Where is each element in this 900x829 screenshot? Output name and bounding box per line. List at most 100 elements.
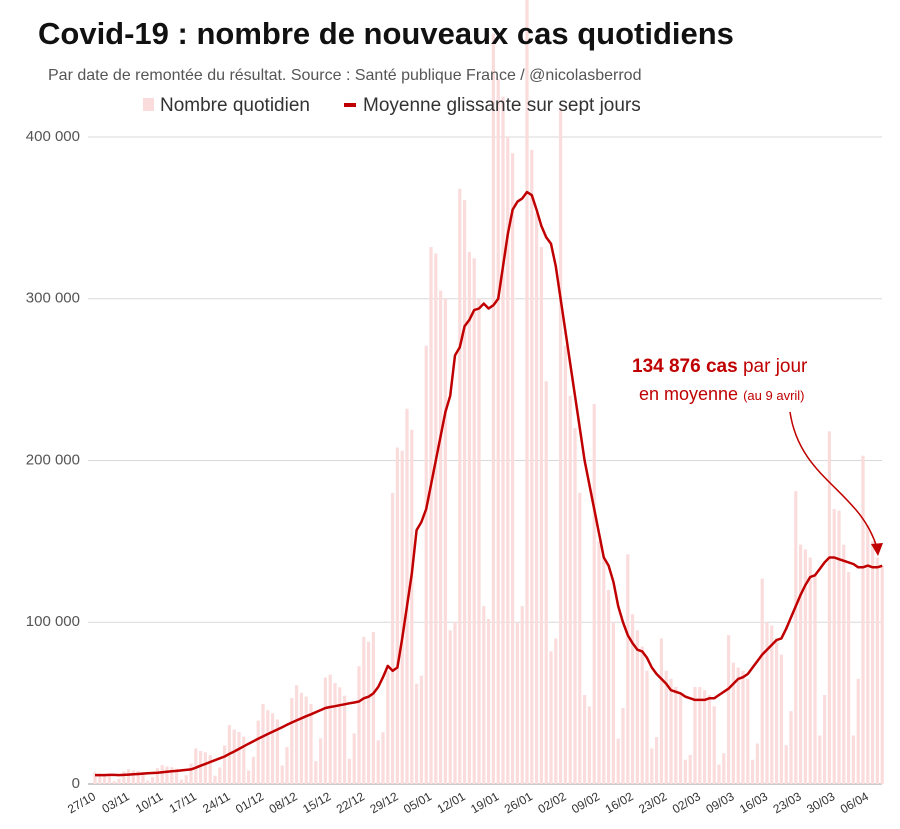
bar — [170, 767, 174, 784]
bar — [386, 670, 390, 784]
bar — [559, 107, 563, 784]
bar — [823, 695, 827, 784]
bar — [751, 759, 755, 784]
annotation-arrowhead — [871, 543, 883, 556]
bar — [794, 491, 798, 784]
bar — [506, 137, 510, 784]
bar — [314, 761, 318, 784]
chart-title: Covid-19 : nombre de nouveaux cas quotid… — [38, 16, 734, 51]
bar — [155, 768, 159, 784]
bar — [98, 773, 102, 784]
bar — [535, 213, 539, 784]
bar — [765, 622, 769, 784]
bar — [650, 748, 654, 784]
bar — [136, 770, 140, 784]
x-tick-label: 06/04 — [838, 789, 871, 816]
bar — [707, 695, 711, 784]
bar — [563, 345, 567, 784]
bar — [448, 630, 452, 784]
bar — [640, 646, 644, 784]
bar — [635, 630, 639, 784]
bar — [683, 759, 687, 784]
x-tick-label: 23/02 — [636, 789, 669, 816]
bar — [357, 666, 361, 784]
bar — [381, 732, 385, 784]
bar — [323, 677, 327, 784]
bar — [592, 403, 596, 784]
y-tick-label: 100 000 — [26, 613, 80, 630]
bar — [698, 686, 702, 784]
bar — [458, 188, 462, 784]
bar — [367, 641, 371, 784]
bar — [338, 687, 342, 784]
bar — [199, 751, 203, 784]
bar — [847, 572, 851, 784]
x-tick-label: 02/02 — [535, 789, 568, 816]
bar — [285, 747, 289, 784]
bar — [659, 638, 663, 784]
bar — [487, 619, 491, 784]
bar — [827, 431, 831, 784]
bar — [194, 748, 198, 784]
x-tick-label: 16/02 — [603, 789, 636, 816]
bar — [453, 622, 457, 784]
x-tick-label: 29/12 — [367, 789, 400, 816]
bar — [616, 738, 620, 784]
bar — [304, 696, 308, 784]
legend-label: Moyenne glissante sur sept jours — [363, 95, 641, 116]
annotation-text: par jour — [743, 356, 808, 377]
bar — [573, 428, 577, 784]
bar — [645, 670, 649, 784]
x-tick-label: 16/03 — [737, 789, 770, 816]
bar — [530, 149, 534, 784]
bar — [429, 246, 433, 785]
bar — [674, 686, 678, 784]
bar — [482, 606, 486, 784]
bar — [731, 662, 735, 784]
bar — [424, 345, 428, 784]
bar — [203, 752, 207, 784]
x-tick-label: 22/12 — [334, 789, 367, 816]
bar — [189, 763, 193, 784]
bar — [520, 606, 524, 784]
bar — [626, 554, 630, 784]
bar — [261, 704, 265, 784]
bar — [347, 758, 351, 784]
bar — [597, 541, 601, 784]
bar — [419, 675, 423, 784]
bar — [184, 775, 188, 784]
bar — [583, 695, 587, 784]
bar — [395, 447, 399, 784]
bar — [295, 685, 299, 784]
x-tick-label: 19/01 — [468, 789, 501, 816]
bar — [376, 740, 380, 784]
bar — [693, 686, 697, 784]
annotation-text: 134 876 cas par jour — [632, 356, 808, 377]
x-tick-label: 27/10 — [65, 789, 98, 816]
bar — [208, 755, 212, 784]
bar — [851, 735, 855, 784]
bar — [343, 695, 347, 784]
bar — [808, 557, 812, 784]
bar — [688, 754, 692, 784]
bar — [727, 635, 731, 784]
bar — [861, 455, 865, 784]
annotation-note: (au 9 avril) — [743, 388, 804, 403]
bar — [544, 381, 548, 784]
bar — [755, 743, 759, 784]
bar — [131, 770, 135, 784]
x-tick-label: 09/02 — [569, 789, 602, 816]
bar — [779, 654, 783, 784]
x-tick-label: 01/12 — [233, 789, 266, 816]
bar — [760, 578, 764, 784]
bar — [722, 753, 726, 784]
bar — [117, 778, 121, 784]
bar — [175, 768, 179, 784]
bar — [127, 769, 131, 784]
bar — [400, 450, 404, 784]
bar — [146, 780, 150, 784]
y-tick-label: 300 000 — [26, 290, 80, 307]
legend-label: Nombre quotidien — [160, 95, 310, 116]
bar — [213, 775, 217, 784]
